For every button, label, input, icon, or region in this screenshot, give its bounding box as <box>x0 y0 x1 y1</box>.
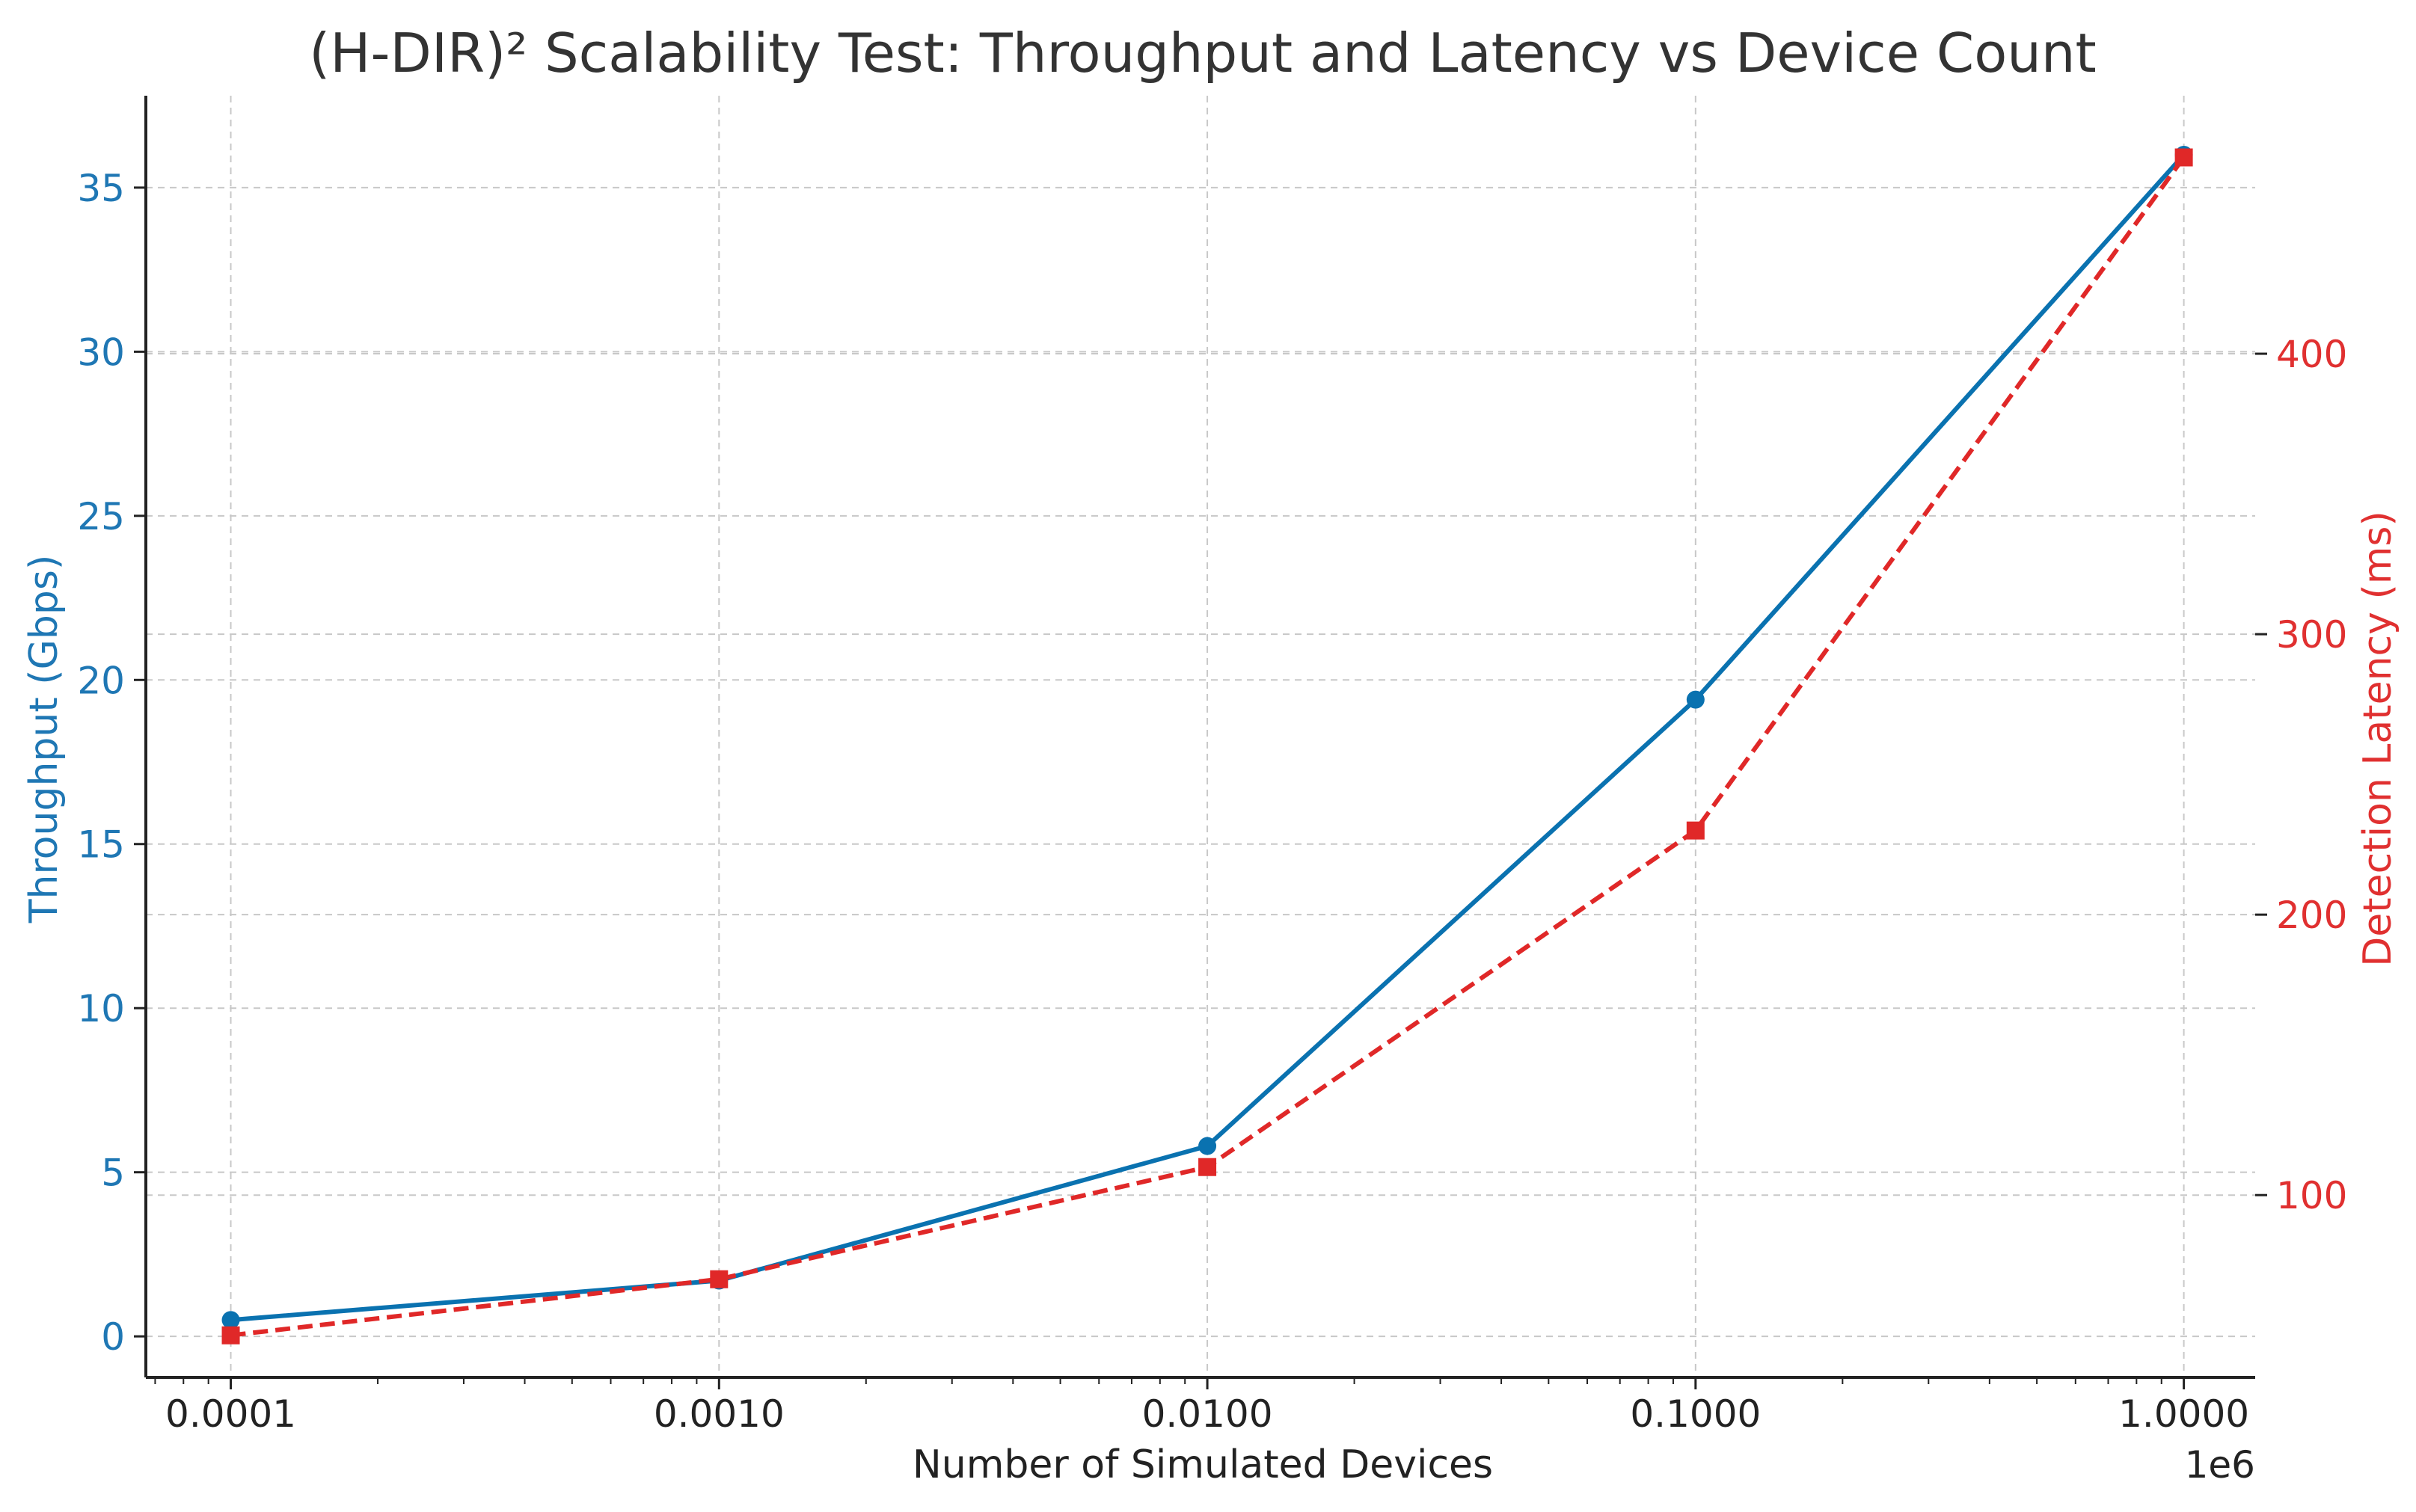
right-y-tick-label: 300 <box>2276 613 2347 657</box>
left-y-tick-label: 25 <box>77 495 125 538</box>
x-tick-label: 0.1000 <box>1630 1392 1761 1436</box>
chart-title: (H-DIR)² Scalability Test: Throughput an… <box>309 22 2097 84</box>
left-y-tick-label: 15 <box>77 823 125 867</box>
left-y-tick-label: 35 <box>77 167 125 210</box>
grid <box>146 96 2255 1377</box>
x-tick-label: 1.0000 <box>2118 1392 2249 1436</box>
x-tick-label: 0.0010 <box>654 1392 785 1436</box>
left-y-tick-label: 30 <box>77 331 125 374</box>
latency-point <box>710 1270 729 1288</box>
x-tick-label: 0.0100 <box>1142 1392 1273 1436</box>
left-y-tick-label: 0 <box>101 1315 125 1359</box>
left-axis-label: Throughput (Gbps) <box>22 555 67 924</box>
x-axis-label: Number of Simulated Devices <box>913 1442 1493 1487</box>
left-y-tick-label: 20 <box>77 659 125 702</box>
right-y-tick-label: 400 <box>2276 333 2347 376</box>
left-y-tick-label: 5 <box>101 1152 125 1195</box>
throughput-point <box>1686 690 1705 709</box>
latency-point <box>1686 821 1705 840</box>
series-layer <box>221 146 2193 1344</box>
latency-point <box>2174 148 2193 167</box>
left-y-tick-label: 10 <box>77 987 125 1030</box>
latency-point <box>1198 1158 1217 1176</box>
axes: 0.0001 0.0010 0.0100 0.1000 1.0000 0 5 10 15 20 25… <box>77 96 2347 1436</box>
x-axis-offset-label: 1e6 <box>2185 1443 2255 1487</box>
right-axis-label: Detection Latency (ms) <box>2355 511 2400 967</box>
right-y-tick-label: 100 <box>2276 1174 2347 1217</box>
throughput-point <box>1198 1137 1217 1155</box>
throughput-point <box>221 1311 240 1330</box>
right-y-tick-label: 200 <box>2276 894 2347 937</box>
x-tick-label: 0.0001 <box>165 1392 296 1436</box>
latency-point <box>221 1326 240 1344</box>
